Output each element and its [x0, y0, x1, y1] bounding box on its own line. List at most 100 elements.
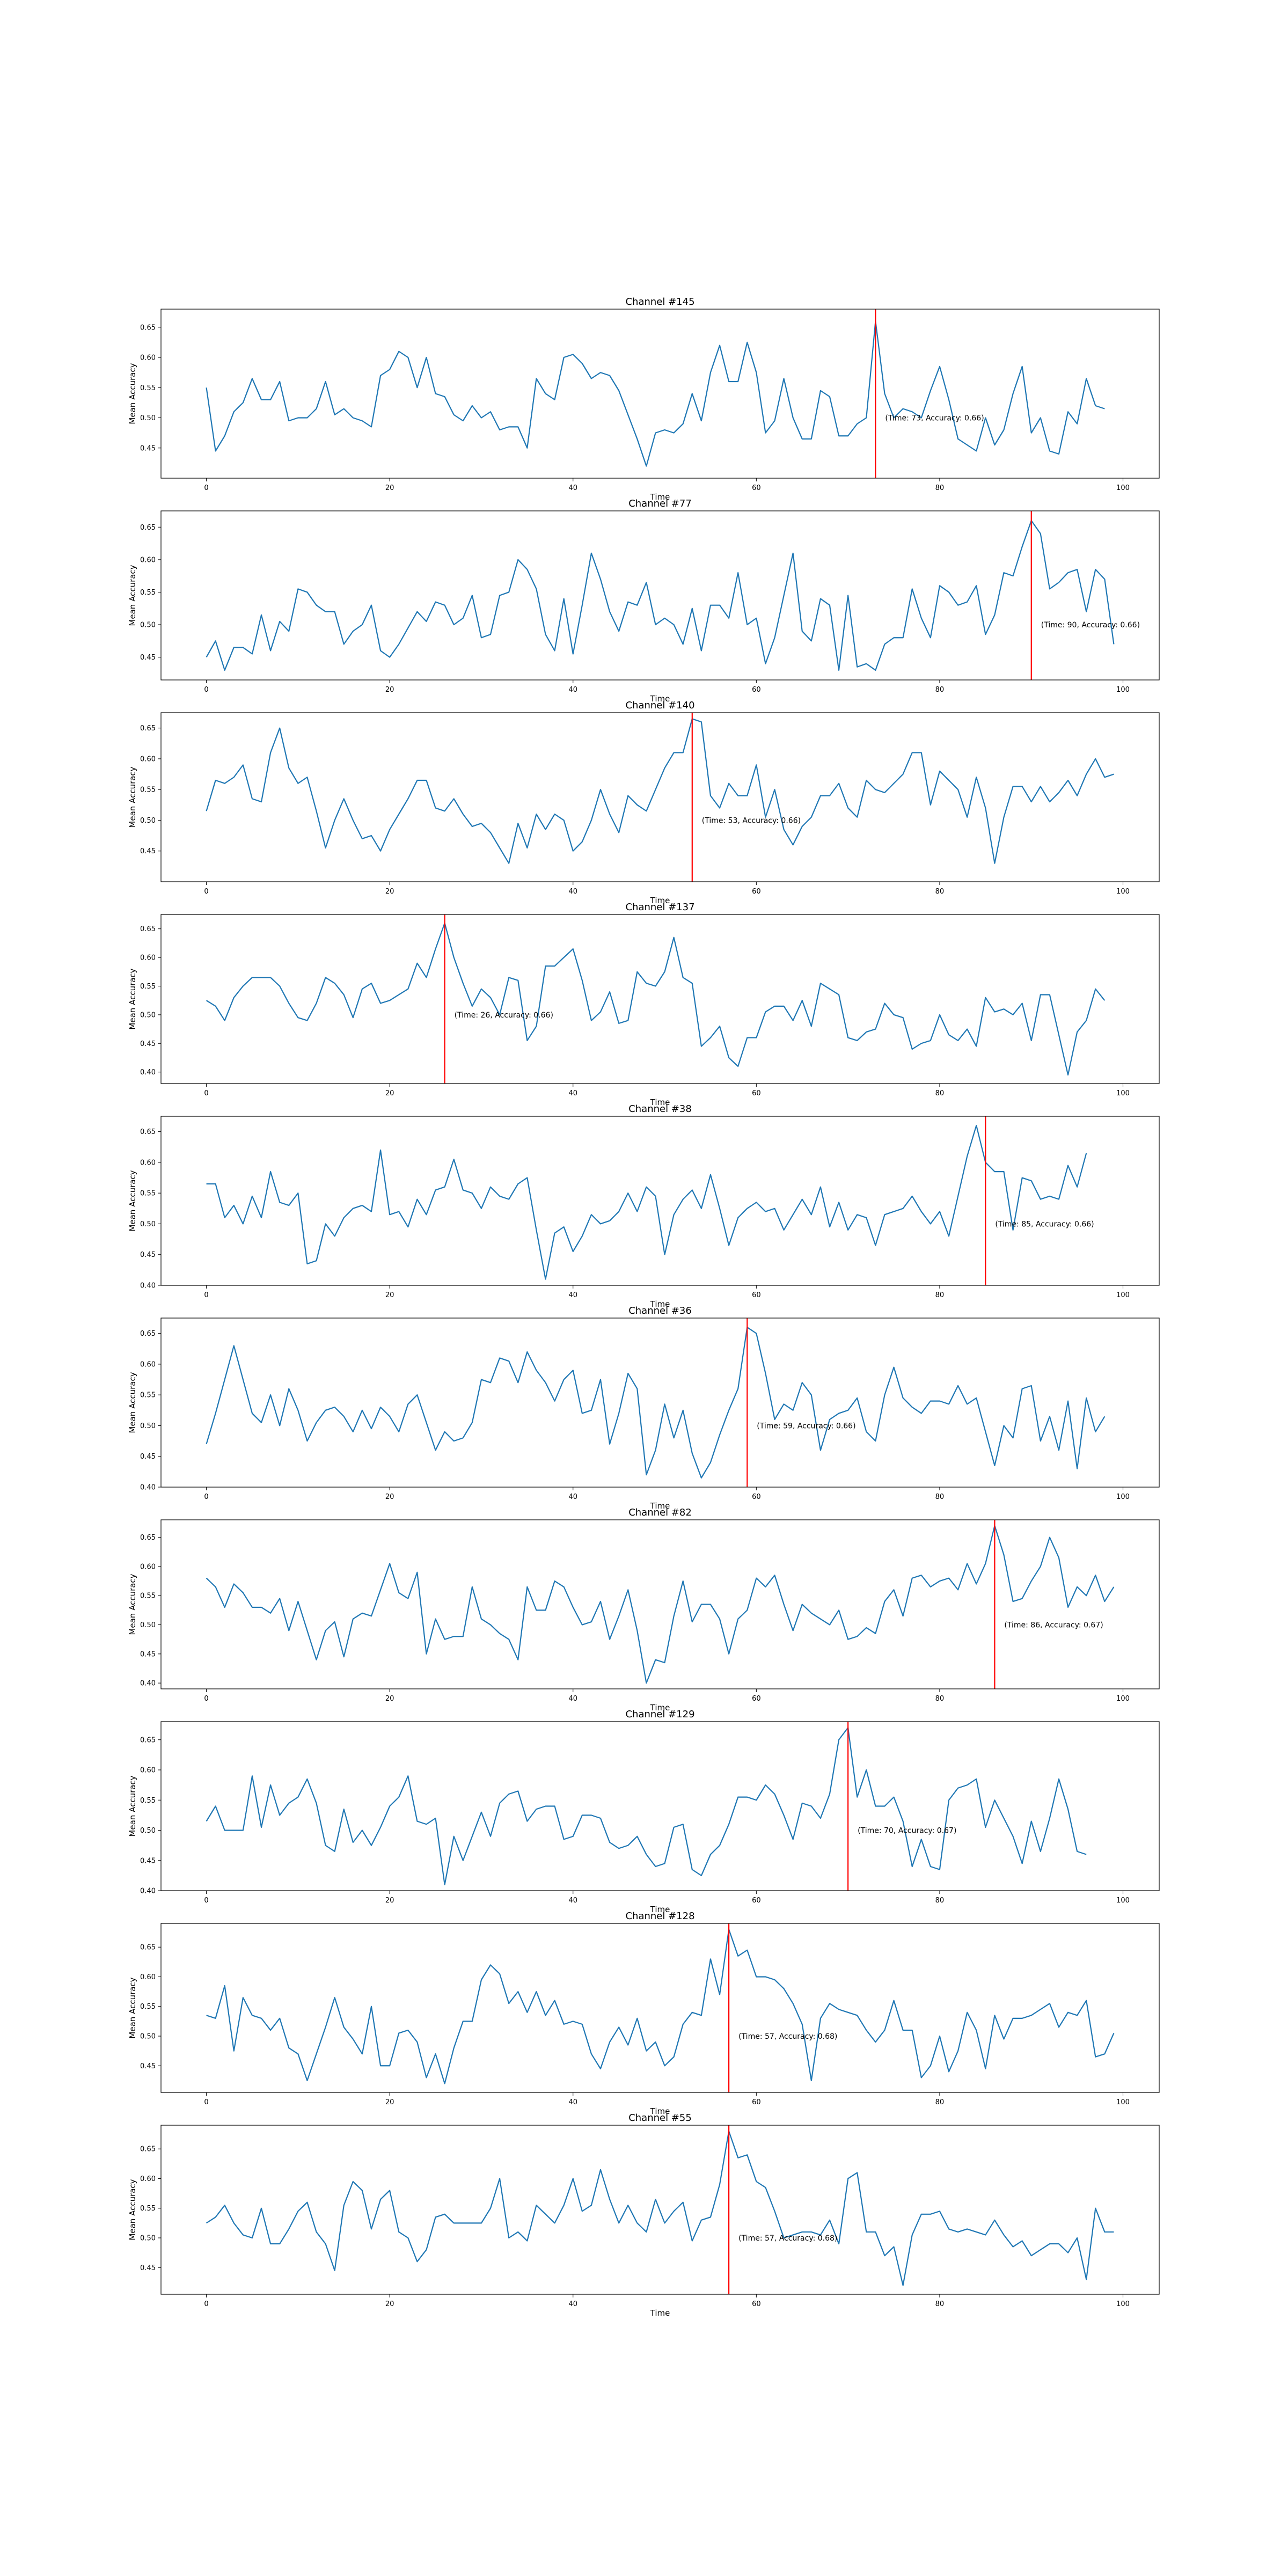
y-tick-label: 0.50: [140, 1220, 156, 1228]
y-tick-label: 0.45: [140, 444, 156, 452]
x-tick-label: 80: [935, 484, 945, 492]
y-axis-label: Mean Accuracy: [128, 565, 137, 626]
y-tick-label: 0.40: [140, 1680, 156, 1688]
chart-title: Channel #137: [625, 902, 694, 913]
x-tick-label: 20: [385, 1089, 394, 1097]
x-tick-label: 40: [568, 1695, 577, 1703]
x-axis-label: Time: [650, 1097, 670, 1107]
x-axis-label: Time: [650, 1703, 670, 1713]
x-tick-label: 40: [568, 1291, 577, 1299]
subplot-4: Channel #137 0.40 0.45 0.50 0.55 0.60 0.65 0 20 4…: [128, 902, 1160, 1107]
y-tick-label: 0.55: [140, 2205, 156, 2213]
x-tick-label: 60: [752, 1089, 761, 1097]
y-tick-label: 0.60: [140, 556, 156, 564]
x-tick-label: 60: [752, 484, 761, 492]
chart-title: Channel #82: [628, 1507, 692, 1518]
x-tick-label: 100: [1116, 1695, 1130, 1703]
data-points: [207, 2131, 1114, 2285]
y-tick-label: 0.65: [140, 324, 156, 332]
y-tick-label: 0.55: [140, 1592, 156, 1600]
x-tick-label: 60: [752, 686, 761, 694]
y-tick-label: 0.65: [140, 1534, 156, 1542]
axes-frame: [160, 1318, 1160, 1488]
y-tick-label: 0.55: [140, 1190, 156, 1198]
x-tick-label: 20: [385, 1493, 394, 1501]
x-tick-label: 60: [752, 1291, 761, 1299]
y-tick-label: 0.40: [140, 1484, 156, 1492]
y-tick-label: 0.45: [140, 654, 156, 662]
subplot-2: Channel #77 0.45 0.50 0.55 0.60 0.65 0 20 40 60 80…: [128, 498, 1160, 704]
y-tick-label: 0.45: [140, 1857, 156, 1865]
x-tick-label: 0: [204, 1897, 208, 1905]
data-points: [207, 1526, 1114, 1683]
x-tick-label: 40: [568, 686, 577, 694]
series-line: [206, 320, 1105, 467]
peak-annotation: (Time: 59, Accuracy: 0.66): [757, 1422, 855, 1430]
axes-frame: [160, 510, 1160, 680]
x-tick-label: 20: [385, 686, 394, 694]
y-tick-label: 0.45: [140, 1251, 156, 1259]
chart-title: Channel #129: [625, 1709, 694, 1720]
x-tick-label: 100: [1116, 686, 1130, 694]
y-tick-label: 0.60: [140, 1563, 156, 1571]
y-tick-label: 0.65: [140, 1128, 156, 1136]
y-tick-label: 0.65: [140, 1944, 156, 1952]
y-tick-label: 0.50: [140, 621, 156, 630]
y-tick-label: 0.45: [140, 1040, 156, 1048]
x-tick-label: 60: [752, 1695, 761, 1703]
y-tick-label: 0.45: [140, 847, 156, 855]
data-points: [207, 321, 1105, 466]
subplot-10: Channel #55 0.45 0.50 0.55 0.60 0.65 0 20 40 60 80…: [128, 2112, 1160, 2318]
subplot-1: Channel #145 0.45 0.50 0.55 0.60 0.65 0 20 40 60 8…: [128, 296, 1160, 502]
y-tick-label: 0.55: [140, 983, 156, 991]
chart-title: Channel #128: [625, 1911, 694, 1922]
data-points: [207, 1728, 1087, 1885]
x-tick-label: 100: [1116, 2098, 1130, 2106]
x-tick-label: 40: [568, 1897, 577, 1905]
y-tick-label: 0.55: [140, 1797, 156, 1805]
y-tick-label: 0.65: [140, 1736, 156, 1744]
x-tick-label: 80: [935, 888, 945, 896]
y-tick-label: 0.60: [140, 1360, 156, 1368]
axes-frame: [160, 1923, 1160, 2093]
y-tick-label: 0.45: [140, 2062, 156, 2070]
x-axis-label: Time: [650, 1905, 670, 1914]
x-tick-label: 100: [1116, 1897, 1130, 1905]
y-tick-label: 0.65: [140, 2146, 156, 2154]
y-tick-label: 0.60: [140, 1767, 156, 1775]
y-tick-label: 0.50: [140, 414, 156, 422]
chart-title: Channel #140: [625, 700, 694, 711]
series-line: [206, 2130, 1114, 2286]
x-axis-label: Time: [650, 2308, 670, 2318]
y-tick-label: 0.60: [140, 755, 156, 763]
x-tick-label: 40: [568, 888, 577, 896]
chart-title: Channel #77: [628, 498, 692, 509]
series-line: [206, 520, 1115, 671]
y-tick-label: 0.50: [140, 1422, 156, 1430]
x-tick-label: 20: [385, 888, 394, 896]
peak-annotation: (Time: 26, Accuracy: 0.66): [455, 1011, 553, 1020]
x-tick-label: 20: [385, 2300, 394, 2308]
x-tick-label: 0: [204, 2098, 208, 2106]
x-tick-label: 60: [752, 888, 761, 896]
x-tick-label: 0: [204, 1291, 208, 1299]
y-axis-label: Mean Accuracy: [128, 1574, 137, 1635]
x-axis-label: Time: [650, 1299, 670, 1309]
x-tick-label: 40: [568, 484, 577, 492]
x-tick-label: 100: [1116, 1089, 1130, 1097]
y-tick-label: 0.50: [140, 1011, 156, 1019]
x-tick-label: 60: [752, 1493, 761, 1501]
y-tick-label: 0.55: [140, 384, 156, 392]
y-tick-label: 0.60: [140, 954, 156, 962]
chart-title: Channel #36: [628, 1305, 692, 1316]
y-tick-label: 0.50: [140, 1621, 156, 1629]
peak-annotation: (Time: 90, Accuracy: 0.66): [1041, 621, 1140, 630]
x-tick-label: 0: [204, 484, 208, 492]
peak-annotation: (Time: 57, Accuracy: 0.68): [738, 2032, 837, 2041]
x-tick-label: 0: [204, 2300, 208, 2308]
data-points: [207, 719, 1114, 863]
x-tick-label: 0: [204, 1695, 208, 1703]
peak-annotation: (Time: 70, Accuracy: 0.67): [858, 1827, 956, 1835]
subplot-3: Channel #140 0.45 0.50 0.55 0.60 0.65 0 20 40 60 8…: [128, 700, 1160, 905]
x-tick-label: 80: [935, 1695, 945, 1703]
